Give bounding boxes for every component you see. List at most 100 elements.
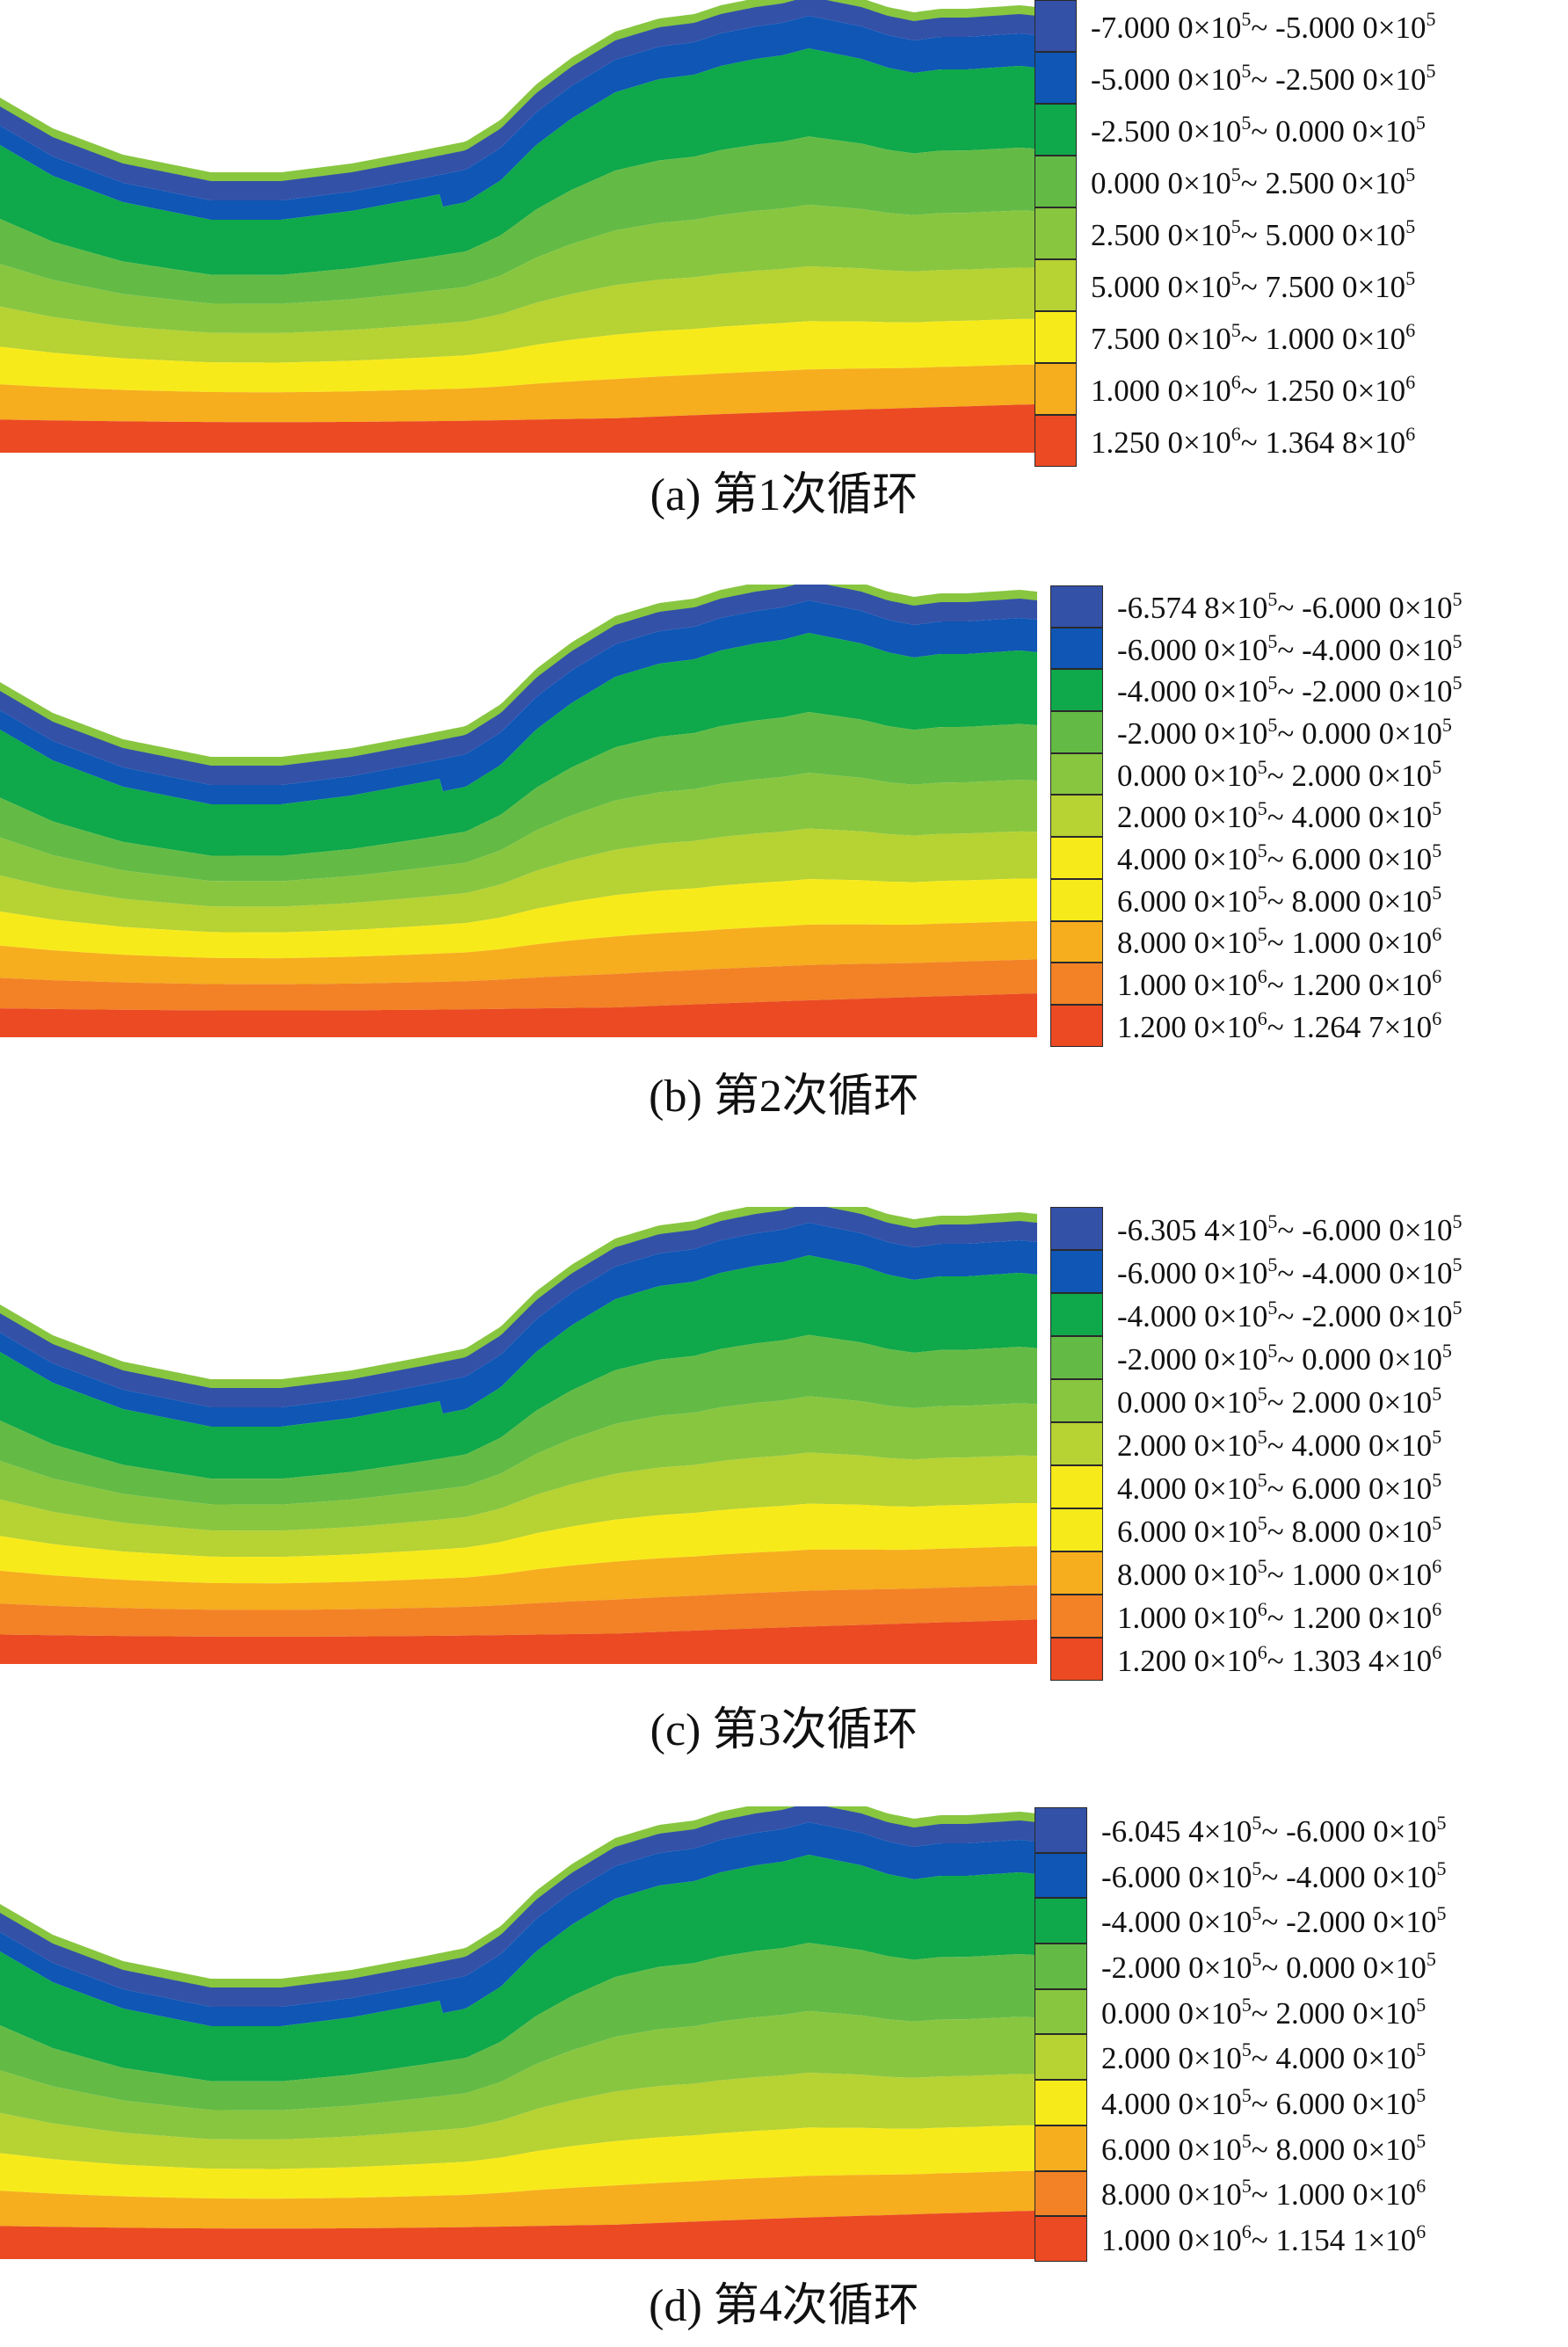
legend-entry: -4.000 0×105~ -2.000 0×105 <box>1034 1898 1447 1944</box>
legend-range-label: -4.000 0×105~ -2.000 0×105 <box>1101 1902 1447 1940</box>
legend-range-label: -5.000 0×105~ -2.500 0×105 <box>1091 59 1436 97</box>
legend-entry: 2.000 0×105~ 4.000 0×105 <box>1050 795 1463 838</box>
legend-range-label: 1.200 0×106~ 1.303 4×106 <box>1117 1640 1442 1678</box>
legend-entry: 2.000 0×105~ 4.000 0×105 <box>1034 2034 1447 2081</box>
legend-range-label: 1.000 0×106~ 1.200 0×106 <box>1117 965 1442 1003</box>
stress-band-8 <box>0 920 1037 985</box>
legend-swatch <box>1050 1551 1103 1595</box>
stress-band-4 <box>0 1334 1037 1505</box>
legend-entry: -6.000 0×105~ -4.000 0×105 <box>1050 1250 1463 1293</box>
legend-entry: 5.000 0×105~ 7.500 0×105 <box>1034 259 1436 311</box>
legend-3: -6.305 4×105~ -6.000 0×105 -6.000 0×105~ … <box>1050 1207 1463 1681</box>
legend-range-label: 5.000 0×105~ 7.500 0×105 <box>1091 266 1416 304</box>
legend-range-label: -2.000 0×105~ 0.000 0×105 <box>1101 1947 1436 1985</box>
slope-section-1 <box>0 0 1037 453</box>
legend-entry: 6.000 0×105~ 8.000 0×105 <box>1050 878 1463 921</box>
legend-range-label: 2.500 0×105~ 5.000 0×105 <box>1091 214 1416 252</box>
stress-band-9 <box>0 403 1037 453</box>
legend-swatch <box>1050 627 1103 670</box>
stress-band-3 <box>0 1855 1037 2082</box>
legend-swatch <box>1050 1293 1103 1336</box>
legend-swatch <box>1034 415 1077 467</box>
stress-band-6 <box>0 1452 1037 1558</box>
legend-range-label: -4.000 0×105~ -2.000 0×105 <box>1117 1296 1463 1333</box>
slope-section-3 <box>0 1207 1037 1664</box>
legend-range-label: 2.000 0×105~ 4.000 0×105 <box>1117 1425 1442 1463</box>
legend-range-label: 6.000 0×105~ 8.000 0×105 <box>1117 881 1442 919</box>
legend-entry: -6.574 8×105~ -6.000 0×105 <box>1050 585 1463 628</box>
legend-entry: 7.500 0×105~ 1.000 0×106 <box>1034 311 1436 363</box>
stress-band-4 <box>0 136 1037 304</box>
legend-entry: -4.000 0×105~ -2.000 0×105 <box>1050 669 1463 712</box>
legend-range-label: 6.000 0×105~ 8.000 0×105 <box>1117 1511 1442 1549</box>
legend-swatch <box>1034 0 1077 52</box>
legend-swatch <box>1034 1898 1087 1944</box>
legend-range-label: 0.000 0×105~ 2.000 0×105 <box>1101 1993 1426 2031</box>
legend-range-label: 8.000 0×105~ 1.000 0×106 <box>1117 923 1442 961</box>
legend-swatch <box>1034 2080 1087 2125</box>
stress-band-5 <box>0 204 1037 333</box>
legend-swatch <box>1050 1250 1103 1293</box>
legend-range-label: 1.000 0×106~ 1.154 1×106 <box>1101 2220 1426 2258</box>
stress-band-6 <box>0 265 1037 363</box>
legend-entry: 1.250 0×106~ 1.364 8×106 <box>1034 415 1436 467</box>
legend-swatch <box>1034 1807 1087 1853</box>
stress-band-8 <box>0 2170 1037 2229</box>
legend-swatch <box>1050 1379 1103 1422</box>
legend-entry: -7.000 0×105~ -5.000 0×105 <box>1034 0 1436 52</box>
legend-swatch <box>1050 1422 1103 1465</box>
stress-band-9 <box>0 959 1037 1011</box>
stress-band-5 <box>0 2010 1037 2140</box>
legend-swatch <box>1050 878 1103 921</box>
legend-swatch <box>1034 1944 1087 1989</box>
legend-entry: -6.045 4×105~ -6.000 0×105 <box>1034 1807 1447 1853</box>
legend-entry: 0.000 0×105~ 2.000 0×105 <box>1050 752 1463 796</box>
legend-entry: -6.000 0×105~ -4.000 0×105 <box>1034 1852 1447 1899</box>
legend-entry: -2.000 0×105~ 0.000 0×105 <box>1050 1336 1463 1379</box>
legend-swatch <box>1050 1004 1103 1047</box>
stress-band-4 <box>0 1943 1037 2111</box>
slope-section-4 <box>0 1806 1037 2259</box>
stress-band-7 <box>0 318 1037 393</box>
legend-range-label: 2.000 0×105~ 4.000 0×105 <box>1117 797 1442 835</box>
legend-swatch <box>1034 52 1077 104</box>
legend-swatch <box>1034 1988 1087 2035</box>
legend-range-label: 0.000 0×105~ 2.000 0×105 <box>1117 755 1442 793</box>
legend-entry: 1.000 0×106~ 1.200 0×106 <box>1050 963 1463 1005</box>
legend-range-label: 4.000 0×105~ 6.000 0×105 <box>1101 2083 1426 2121</box>
legend-entry: 8.000 0×105~ 1.000 0×106 <box>1050 920 1463 963</box>
legend-1: -7.000 0×105~ -5.000 0×105 -5.000 0×105~ … <box>1034 0 1436 467</box>
legend-swatch <box>1050 1638 1103 1681</box>
legend-swatch <box>1050 963 1103 1005</box>
legend-swatch <box>1050 837 1103 879</box>
slope-section-2 <box>0 585 1037 1037</box>
legend-entry: 1.000 0×106~ 1.250 0×106 <box>1034 363 1436 415</box>
legend-entry: 0.000 0×105~ 2.000 0×105 <box>1050 1379 1463 1422</box>
legend-swatch <box>1050 1508 1103 1551</box>
legend-swatch <box>1050 1465 1103 1508</box>
legend-range-label: 0.000 0×105~ 2.000 0×105 <box>1117 1382 1442 1420</box>
stress-band-1 <box>0 1806 1037 2007</box>
panel-caption: (d) 第4次循环 <box>649 2281 919 2331</box>
stress-band-6 <box>0 2072 1037 2169</box>
legend-entry: 0.000 0×105~ 2.500 0×105 <box>1034 156 1436 207</box>
legend-range-label: 4.000 0×105~ 6.000 0×105 <box>1117 839 1442 876</box>
stress-band-6 <box>0 828 1037 933</box>
legend-range-label: -6.305 4×105~ -6.000 0×105 <box>1117 1210 1463 1247</box>
legend-swatch <box>1050 1336 1103 1379</box>
legend-range-label: -6.574 8×105~ -6.000 0×105 <box>1117 587 1463 625</box>
legend-range-label: 8.000 0×105~ 1.000 0×106 <box>1101 2175 1426 2213</box>
legend-entry: -2.000 0×105~ 0.000 0×105 <box>1050 711 1463 753</box>
legend-entry: -5.000 0×105~ -2.500 0×105 <box>1034 52 1436 104</box>
legend-entry: 1.200 0×106~ 1.264 7×106 <box>1050 1004 1463 1047</box>
legend-swatch <box>1050 1207 1103 1250</box>
legend-range-label: 7.500 0×105~ 1.000 0×106 <box>1091 318 1416 356</box>
legend-range-label: -2.000 0×105~ 0.000 0×105 <box>1117 1339 1452 1377</box>
stress-band-5 <box>0 773 1037 907</box>
stress-band-3 <box>0 633 1037 856</box>
legend-range-label: 1.250 0×106~ 1.364 8×106 <box>1091 422 1416 460</box>
stress-band-9 <box>0 2210 1037 2259</box>
legend-entry: 1.000 0×106~ 1.200 0×106 <box>1050 1595 1463 1638</box>
legend-swatch <box>1050 752 1103 796</box>
panel-caption: (b) 第2次循环 <box>649 1072 919 1122</box>
